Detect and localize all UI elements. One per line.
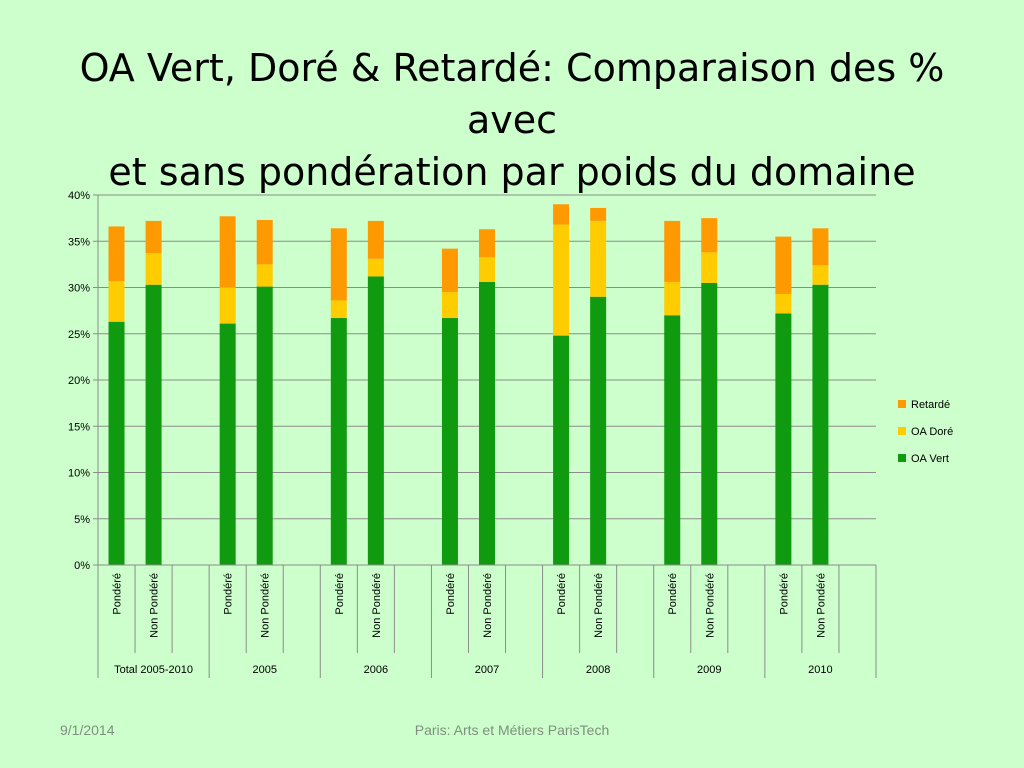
title-line-2: et sans pondération par poids du domaine bbox=[108, 150, 916, 194]
x-subcategory-label: Non Pondéré bbox=[260, 573, 272, 638]
bar-segment bbox=[590, 296, 607, 565]
bar-segment bbox=[479, 281, 495, 565]
footer-source: Paris: Arts et Métiers ParisTech bbox=[414, 722, 610, 738]
bar-segment bbox=[219, 216, 236, 288]
bar-segment bbox=[367, 258, 384, 277]
y-tick-label: 15% bbox=[68, 421, 90, 433]
y-tick-label: 10% bbox=[68, 468, 90, 480]
bar-segment bbox=[664, 281, 681, 316]
x-group-label: Total 2005-2010 bbox=[114, 664, 193, 676]
bar-segment bbox=[812, 284, 829, 565]
bar-segment bbox=[367, 220, 384, 259]
footer-date: 9/1/2014 bbox=[60, 722, 115, 738]
bar-segment bbox=[145, 220, 162, 254]
x-group-label: 2008 bbox=[586, 664, 610, 676]
x-group-label: 2005 bbox=[252, 664, 276, 676]
bar-segment bbox=[108, 281, 125, 322]
bar-segment bbox=[812, 228, 829, 266]
bar-segment bbox=[330, 300, 347, 319]
x-subcategory-label: Pondéré bbox=[334, 573, 346, 615]
bar-segment bbox=[145, 253, 162, 285]
bar-segment bbox=[479, 256, 495, 282]
legend-label: Retardé bbox=[911, 399, 950, 411]
y-tick-label: 35% bbox=[68, 236, 90, 248]
legend-label: OA Vert bbox=[911, 453, 949, 465]
bar-segment bbox=[775, 293, 792, 314]
bar-segment bbox=[108, 226, 125, 282]
bar-segment bbox=[775, 313, 792, 565]
bar-segment bbox=[812, 265, 829, 285]
bar-segment bbox=[553, 335, 570, 565]
x-subcategory-label: Pondéré bbox=[445, 573, 457, 615]
x-subcategory-label: Pondéré bbox=[778, 573, 790, 615]
legend-swatch bbox=[898, 427, 906, 435]
x-subcategory-label: Non Pondéré bbox=[815, 573, 827, 638]
bar-segment bbox=[553, 224, 570, 336]
slide-title: OA Vert, Doré & Retardé: Comparaison des… bbox=[40, 42, 984, 198]
x-group-label: 2007 bbox=[475, 664, 499, 676]
bar-segment bbox=[664, 315, 681, 565]
x-subcategory-label: Pondéré bbox=[556, 573, 568, 615]
bar-segment bbox=[441, 248, 458, 293]
bar-segment bbox=[590, 220, 607, 297]
legend-swatch bbox=[898, 454, 906, 462]
bar-segment bbox=[441, 292, 458, 319]
x-subcategory-label: Pondéré bbox=[667, 573, 679, 615]
bar-segment bbox=[256, 286, 273, 565]
bar-segment bbox=[145, 284, 162, 565]
bar-segment bbox=[219, 323, 236, 565]
bar-segment bbox=[219, 287, 236, 324]
x-subcategory-label: Non Pondéré bbox=[149, 573, 161, 638]
x-subcategory-label: Non Pondéré bbox=[704, 573, 716, 638]
bar-segment bbox=[664, 220, 681, 282]
bar-segment bbox=[479, 229, 495, 257]
legend-label: OA Doré bbox=[911, 426, 953, 438]
y-tick-label: 30% bbox=[68, 283, 90, 295]
bar-segment bbox=[108, 321, 125, 565]
x-subcategory-label: Pondéré bbox=[223, 573, 235, 615]
x-subcategory-label: Non Pondéré bbox=[371, 573, 383, 638]
bar-segment bbox=[330, 228, 347, 301]
bar-segment bbox=[256, 219, 273, 265]
bar-segment bbox=[590, 207, 607, 221]
bar-segment bbox=[367, 276, 384, 565]
bar-segment bbox=[701, 218, 718, 253]
y-tick-label: 0% bbox=[74, 560, 90, 572]
x-subcategory-label: Pondéré bbox=[112, 573, 124, 615]
x-group-label: 2006 bbox=[364, 664, 388, 676]
bar-segment bbox=[330, 318, 347, 565]
x-subcategory-label: Non Pondéré bbox=[482, 573, 494, 638]
title-line-1: OA Vert, Doré & Retardé: Comparaison des… bbox=[79, 46, 945, 142]
y-tick-label: 25% bbox=[68, 329, 90, 341]
bar-segment bbox=[701, 252, 718, 283]
stacked-bar-chart: 0% 5% 10% 15% 20% 25% 30% 35% 40% Pondéré Non Pond… bbox=[68, 190, 953, 678]
x-group-label: 2009 bbox=[697, 664, 721, 676]
y-tick-label: 20% bbox=[68, 375, 90, 387]
y-tick-label: 40% bbox=[68, 190, 90, 202]
bar-segment bbox=[441, 318, 458, 565]
x-group-label: 2010 bbox=[808, 664, 832, 676]
legend-swatch bbox=[898, 400, 906, 408]
y-tick-label: 5% bbox=[74, 514, 90, 526]
bar-segment bbox=[553, 204, 570, 225]
bar-segment bbox=[701, 282, 718, 565]
bar-segment bbox=[256, 264, 273, 287]
x-subcategory-label: Non Pondéré bbox=[593, 573, 605, 638]
bar-segment bbox=[775, 236, 792, 294]
